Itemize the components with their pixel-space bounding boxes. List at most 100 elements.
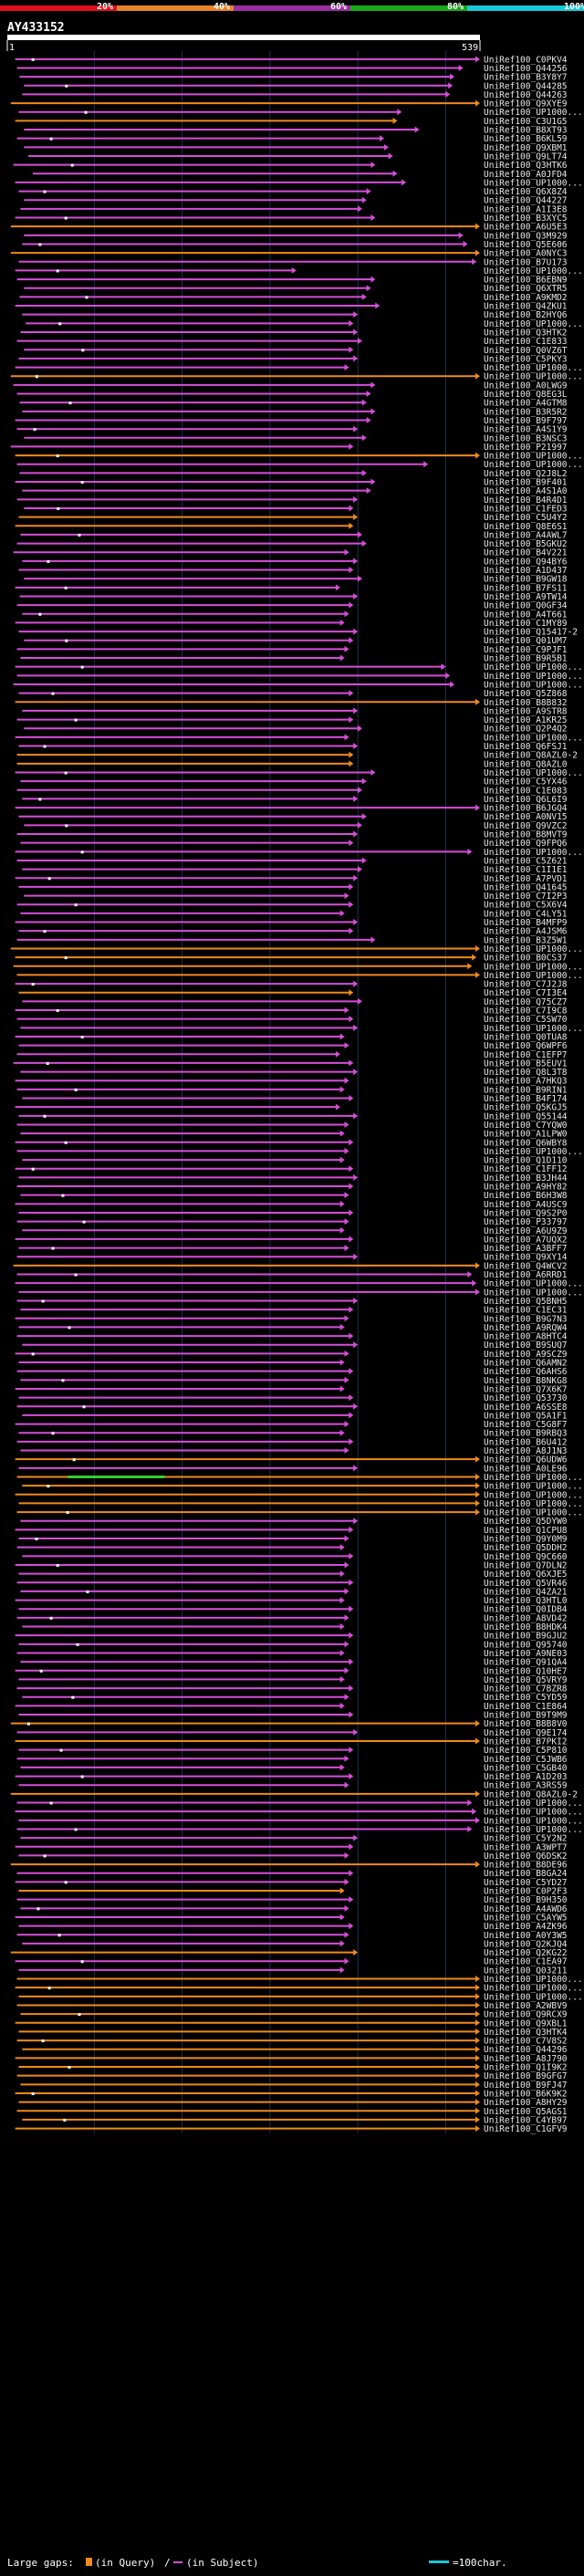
hit-label[interactable]: UniRef100_Q6FSJ1: [484, 742, 568, 752]
hit-label[interactable]: UniRef100_UP1000...: [484, 1799, 583, 1809]
hit-label[interactable]: UniRef100_A8HTC4: [484, 1332, 568, 1342]
hit-label[interactable]: UniRef100_P33797: [484, 1217, 568, 1227]
hit-label[interactable]: UniRef100_A8VD42: [484, 1613, 568, 1623]
hit-label[interactable]: UniRef100_UP1000...: [484, 1490, 583, 1500]
hit-label[interactable]: UniRef100_Q8AZL0-2: [484, 751, 578, 761]
hit-label[interactable]: UniRef100_A7PVD1: [484, 874, 568, 884]
hit-label[interactable]: UniRef100_C1MY89: [484, 619, 568, 629]
hit-label[interactable]: UniRef100_UP1000...: [484, 363, 583, 373]
hit-label[interactable]: UniRef100_B4MFP9: [484, 918, 568, 928]
hit-label[interactable]: UniRef100_C5YD27: [484, 1878, 568, 1888]
hit-label[interactable]: UniRef100_C1GFV9: [484, 2124, 568, 2134]
hit-label[interactable]: UniRef100_C5AYW5: [484, 1913, 568, 1923]
hit-label[interactable]: UniRef100_UP1000...: [484, 1499, 583, 1509]
hit-label[interactable]: UniRef100_A4AWL7: [484, 530, 568, 540]
hit-label[interactable]: UniRef100_A7HKQ3: [484, 1077, 568, 1087]
hit-label[interactable]: UniRef100_Q6WBY8: [484, 1138, 568, 1148]
hit-label[interactable]: UniRef100_C5JWB6: [484, 1755, 568, 1765]
hit-label[interactable]: UniRef100_C5U4Y2: [484, 513, 568, 523]
hit-label[interactable]: UniRef100_A4S1A0: [484, 486, 568, 496]
hit-label[interactable]: UniRef100_B6KL59: [484, 134, 568, 144]
hit-label[interactable]: UniRef100_Q9E174: [484, 1728, 568, 1738]
hit-label[interactable]: UniRef100_UP1000...: [484, 1992, 583, 2002]
hit-label[interactable]: UniRef100_Q8EG3L: [484, 390, 568, 400]
hit-label[interactable]: UniRef100_UP1000...: [484, 680, 583, 690]
hit-label[interactable]: UniRef100_A4AWD6: [484, 1904, 568, 1914]
hit-label[interactable]: UniRef100_A1I3E8: [484, 204, 568, 214]
hit-label[interactable]: UniRef100_C7V8S2: [484, 2037, 568, 2047]
hit-label[interactable]: UniRef100_Q3HTK6: [484, 161, 568, 171]
hit-label[interactable]: UniRef100_Q6XJE5: [484, 1570, 568, 1580]
hit-label[interactable]: UniRef100_B0CS37: [484, 954, 568, 964]
hit-label[interactable]: UniRef100_A4JSM6: [484, 927, 568, 937]
hit-label[interactable]: UniRef100_C1FF12: [484, 1164, 568, 1174]
hit-label[interactable]: UniRef100_A4GTM8: [484, 399, 568, 409]
hit-label[interactable]: UniRef100_Q3HTK2: [484, 328, 568, 338]
hit-label[interactable]: UniRef100_Q10HE7: [484, 1666, 568, 1676]
hit-label[interactable]: UniRef100_A4S1Y9: [484, 425, 568, 435]
hit-label[interactable]: UniRef100_A3WPT7: [484, 1842, 568, 1852]
hit-label[interactable]: UniRef100_A3RS59: [484, 1781, 568, 1791]
hit-label[interactable]: UniRef100_B9G7N3: [484, 1314, 568, 1324]
hit-label[interactable]: UniRef100_B2HYQ6: [484, 310, 568, 320]
hit-label[interactable]: UniRef100_Q0TUA8: [484, 1032, 568, 1042]
hit-label[interactable]: UniRef100_Q44256: [484, 64, 568, 74]
hit-label[interactable]: UniRef100_A6SSE8: [484, 1403, 568, 1413]
hit-label[interactable]: UniRef100_Q0GF34: [484, 601, 568, 611]
hit-label[interactable]: UniRef100_A1LPW0: [484, 1130, 568, 1140]
hit-label[interactable]: UniRef100_Q8L3T8: [484, 1068, 568, 1078]
hit-label[interactable]: UniRef100_Q9XY14: [484, 1253, 568, 1263]
hit-label[interactable]: UniRef100_Q9XYE9: [484, 99, 568, 110]
hit-label[interactable]: UniRef100_UP1000...: [484, 1825, 583, 1835]
hit-label[interactable]: UniRef100_Q44285: [484, 81, 568, 91]
hit-label[interactable]: UniRef100_C1EC31: [484, 1306, 568, 1316]
hit-label[interactable]: UniRef100_Q41645: [484, 882, 568, 892]
hit-label[interactable]: UniRef100_Q6L6I9: [484, 795, 568, 805]
hit-label[interactable]: UniRef100_C7YQW0: [484, 1121, 568, 1131]
hit-label[interactable]: UniRef100_B3R5R2: [484, 407, 568, 417]
hit-label[interactable]: UniRef100_A0Y3W5: [484, 1931, 568, 1941]
hit-label[interactable]: UniRef100_Q9FPQ6: [484, 839, 568, 849]
hit-label[interactable]: UniRef100_C0P2F3: [484, 1887, 568, 1897]
hit-label[interactable]: UniRef100_UP1000...: [484, 733, 583, 743]
hit-label[interactable]: UniRef100_A8J1N3: [484, 1446, 568, 1456]
hit-label[interactable]: UniRef100_A0LWG9: [484, 381, 568, 391]
hit-label[interactable]: UniRef100_C1EA97: [484, 1957, 568, 1967]
hit-label[interactable]: UniRef100_A8HY29: [484, 2098, 568, 2108]
hit-label[interactable]: UniRef100_B9RBQ3: [484, 1429, 568, 1439]
hit-label[interactable]: UniRef100_B9RIN1: [484, 1085, 568, 1095]
hit-label[interactable]: UniRef100_B8DE96: [484, 1861, 568, 1871]
hit-label[interactable]: UniRef100_UP1000...: [484, 944, 583, 954]
hit-label[interactable]: UniRef100_A9TW14: [484, 592, 568, 602]
hit-label[interactable]: UniRef100_C5Y2N2: [484, 1834, 568, 1844]
hit-label[interactable]: UniRef100_Q44296: [484, 2045, 568, 2055]
hit-label[interactable]: UniRef100_B7FS11: [484, 583, 568, 593]
hit-label[interactable]: UniRef100_Q5A1F1: [484, 1411, 568, 1421]
hit-label[interactable]: UniRef100_Q1CPU8: [484, 1526, 568, 1536]
hit-label[interactable]: UniRef100_A1D203: [484, 1772, 568, 1782]
hit-label[interactable]: UniRef100_A4ZK96: [484, 1922, 568, 1932]
hit-label[interactable]: UniRef100_Q55144: [484, 1111, 568, 1121]
hit-label[interactable]: UniRef100_B9SUQ7: [484, 1340, 568, 1351]
hit-label[interactable]: UniRef100_A4T661: [484, 610, 568, 620]
hit-label[interactable]: UniRef100_B6U412: [484, 1437, 568, 1447]
hit-label[interactable]: UniRef100_UP1000...: [484, 1288, 583, 1298]
hit-label[interactable]: UniRef100_C7I2P3: [484, 892, 568, 902]
hit-label[interactable]: UniRef100_A3BFF7: [484, 1244, 568, 1254]
hit-label[interactable]: UniRef100_B9R5B1: [484, 654, 568, 664]
hit-label[interactable]: UniRef100_Q6AMN2: [484, 1359, 568, 1369]
hit-label[interactable]: UniRef100_Q5E606: [484, 240, 568, 250]
hit-label[interactable]: UniRef100_Q9C660: [484, 1552, 568, 1562]
hit-label[interactable]: UniRef100_B4F174: [484, 1094, 568, 1104]
hit-label[interactable]: UniRef100_Q9S2P0: [484, 1208, 568, 1218]
hit-label[interactable]: UniRef100_C0PKV4: [484, 55, 568, 65]
hit-label[interactable]: UniRef100_Q3HTK4: [484, 2028, 568, 2038]
hit-label[interactable]: UniRef100_Q2KJQ4: [484, 1939, 568, 1949]
hit-label[interactable]: UniRef100_C1I1E1: [484, 865, 568, 875]
hit-label[interactable]: UniRef100_UP1000...: [484, 1473, 583, 1483]
hit-label[interactable]: UniRef100_Q03211: [484, 1966, 568, 1976]
hit-label[interactable]: UniRef100_Q9RCX9: [484, 2010, 568, 2020]
hit-label[interactable]: UniRef100_B9H350: [484, 1895, 568, 1905]
hit-label[interactable]: UniRef100_C4LY51: [484, 909, 568, 919]
hit-label[interactable]: UniRef100_Q44263: [484, 90, 568, 100]
